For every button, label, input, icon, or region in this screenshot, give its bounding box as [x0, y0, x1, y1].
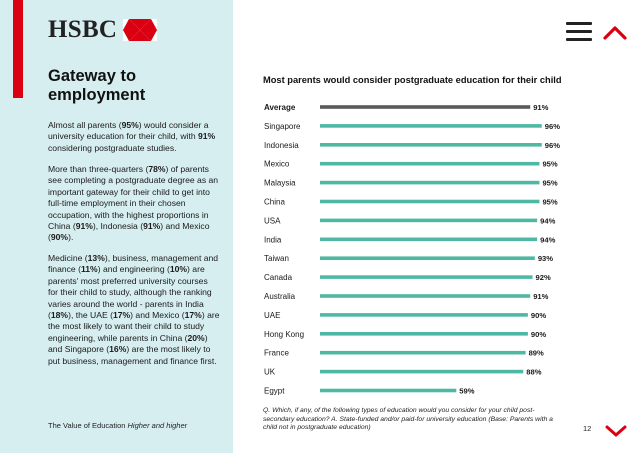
bar — [320, 256, 535, 260]
value-label: 95% — [542, 160, 557, 169]
hamburger-menu-icon[interactable] — [566, 22, 592, 42]
value-label: 95% — [542, 179, 557, 188]
category-label: Mexico — [264, 160, 290, 169]
bar — [320, 218, 538, 223]
category-label: India — [264, 235, 282, 244]
text-run: ), business, management and finance ( — [48, 253, 219, 275]
category-label: USA — [264, 216, 281, 225]
highlight-figure: 13% — [87, 253, 105, 263]
text-run: ) of parents see completing a postgradua… — [48, 164, 219, 232]
text-run: ), the UAE ( — [68, 310, 113, 321]
highlight-figure: 91% — [75, 221, 93, 232]
highlight-figure: 78% — [148, 164, 166, 174]
category-label: Hong Kong — [264, 330, 304, 339]
text-run: ), Indonesia ( — [92, 221, 144, 232]
highlight-figure: 17% — [112, 310, 131, 321]
highlight-figure: 91% — [143, 221, 161, 232]
publication-footer: The Value of Education Higher and higher — [48, 421, 187, 430]
hsbc-logo[interactable]: HSBC — [48, 15, 158, 45]
chevron-up-icon[interactable] — [603, 24, 627, 40]
value-label: 94% — [540, 235, 555, 244]
value-label: 59% — [459, 387, 474, 396]
brand-accent-bar — [13, 0, 23, 98]
value-label: 92% — [536, 273, 551, 282]
value-label: 96% — [545, 141, 560, 150]
value-label: 91% — [533, 103, 548, 112]
text-run: ) are parents' most preferred university… — [48, 264, 212, 321]
value-label: 90% — [531, 311, 546, 320]
value-label: 95% — [542, 198, 557, 207]
value-label: 93% — [538, 254, 553, 263]
bar — [320, 332, 528, 336]
sidebar-panel — [0, 0, 233, 453]
highlight-figure: 90% — [50, 232, 69, 243]
highlight-figure: 20% — [187, 332, 205, 343]
highlight-figure: 17% — [184, 310, 202, 321]
hexagon-logo-icon — [123, 19, 158, 41]
highlight-figure: 10% — [169, 264, 188, 275]
courses-paragraph: Medicine (13%), business, management and… — [48, 253, 220, 367]
value-label: 88% — [526, 368, 541, 377]
text-run: ) and engineering ( — [97, 264, 170, 275]
value-label: 90% — [531, 330, 546, 339]
text-run: ) and Singapore ( — [48, 332, 208, 355]
value-label: 89% — [529, 349, 544, 358]
highlight-figure: 95% — [121, 120, 139, 130]
text-run: More than three-quarters ( — [48, 164, 149, 174]
highlight-figure: 16% — [109, 344, 127, 355]
page-number: 12 — [583, 424, 592, 433]
category-label: Canada — [264, 273, 293, 282]
bar — [320, 199, 540, 204]
bar — [320, 369, 524, 374]
category-label: Indonesia — [264, 141, 299, 150]
text-run: ). — [68, 232, 74, 243]
text-run: ) would consider a university education … — [48, 120, 209, 142]
highlight-figure: 18% — [50, 310, 69, 321]
logo-wordmark: HSBC — [48, 16, 118, 43]
text-run: ) are the most likely to want their chil… — [48, 310, 220, 343]
bar — [320, 388, 457, 393]
text-run: considering postgraduate studies. — [48, 142, 177, 153]
highlight-figure: 11% — [80, 264, 98, 275]
value-label: 91% — [533, 292, 548, 301]
category-label: China — [264, 198, 285, 207]
bar — [320, 313, 528, 317]
chevron-down-icon[interactable] — [605, 424, 627, 438]
text-run: ) are the most likely to put business, m… — [48, 344, 217, 366]
category-label: Australia — [264, 292, 296, 301]
category-label: UAE — [264, 311, 280, 320]
text-run: Almost all parents ( — [48, 120, 122, 130]
text-run: Medicine ( — [48, 253, 88, 263]
bar — [320, 350, 526, 355]
bar — [320, 124, 542, 128]
value-label: 94% — [540, 216, 555, 225]
bar — [320, 237, 538, 242]
category-label: Average — [264, 103, 296, 112]
intro-paragraph: Almost all parents (95%) would consider … — [48, 120, 220, 154]
bar — [320, 143, 542, 147]
footer-subtitle: Higher and higher — [127, 421, 188, 430]
category-label: Malaysia — [264, 179, 296, 188]
value-label: 96% — [545, 122, 560, 131]
text-run: ) and Mexico ( — [130, 310, 185, 321]
text-run: ) and Mexico ( — [48, 221, 210, 243]
category-label: France — [264, 349, 289, 358]
bar — [320, 294, 531, 298]
survey-footnote: Q. Which, if any, of the following types… — [263, 407, 553, 432]
employment-paragraph: More than three-quarters (78%) of parent… — [48, 164, 220, 244]
chart-title: Most parents would consider postgraduate… — [263, 75, 562, 85]
category-label: Singapore — [264, 122, 301, 131]
footer-prefix: The Value of Education — [48, 421, 128, 430]
category-label: UK — [264, 368, 276, 377]
category-label: Egypt — [264, 387, 285, 396]
category-label: Taiwan — [264, 254, 289, 263]
bar — [320, 161, 540, 166]
bar — [320, 275, 533, 279]
bar — [320, 180, 540, 185]
bar — [320, 105, 531, 109]
highlight-figure: 91% — [197, 131, 216, 142]
page-heading: Gateway to employment — [48, 67, 146, 104]
